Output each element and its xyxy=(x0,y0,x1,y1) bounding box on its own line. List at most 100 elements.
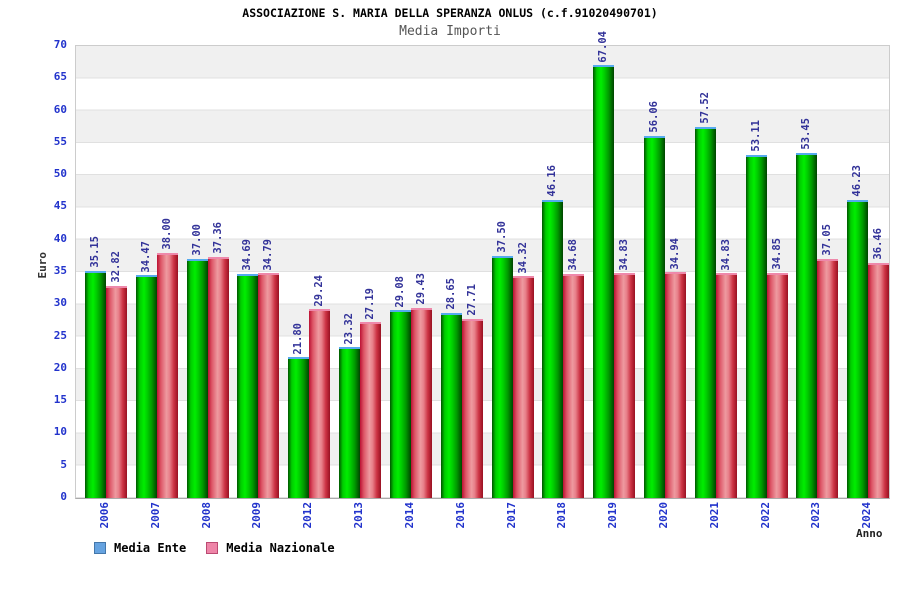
bar-media-ente xyxy=(389,310,411,498)
bar-value-label: 46.16 xyxy=(546,165,559,197)
bar-value-label: 34.69 xyxy=(241,239,254,272)
bar-media-ente xyxy=(542,199,564,498)
bar-value-label: 29.43 xyxy=(414,273,427,305)
bar-value-label: 21.80 xyxy=(292,322,305,355)
chart-subtitle: Media Importi xyxy=(399,24,501,39)
x-axis-title: Anno xyxy=(856,527,883,540)
bar-media-nazionale xyxy=(410,307,432,498)
y-tick-label: 15 xyxy=(53,393,67,407)
y-tick-label: 40 xyxy=(53,231,67,245)
y-tick-label: 0 xyxy=(60,490,67,503)
bar-media-nazionale xyxy=(309,309,331,498)
bar-value-label: 34.32 xyxy=(516,241,529,274)
bar-value-label: 67.04 xyxy=(597,30,610,63)
x-tick-label: 2019 xyxy=(606,502,620,529)
bar-media-ente xyxy=(440,313,462,498)
bar-media-nazionale xyxy=(715,273,737,498)
bar-value-label: 53.11 xyxy=(749,120,762,153)
x-tick-label: 2009 xyxy=(250,502,264,529)
bar-value-label: 57.52 xyxy=(698,91,711,124)
bar-value-label: 53.45 xyxy=(800,118,813,150)
bar-media-ente xyxy=(847,199,869,498)
bar-value-label: 34.79 xyxy=(262,238,275,271)
legend-label-media-ente: Media Ente xyxy=(114,541,187,555)
x-tick-label: 2012 xyxy=(301,502,315,529)
x-tick-label: 2022 xyxy=(758,502,772,529)
bar-value-label: 27.71 xyxy=(465,284,478,317)
bar-value-label: 27.19 xyxy=(364,287,377,320)
bar-media-ente xyxy=(694,126,716,498)
y-tick-label: 25 xyxy=(53,328,67,342)
legend: Media Ente Media Nazionale xyxy=(94,541,347,555)
bar-media-nazionale xyxy=(766,272,788,498)
bar-media-nazionale xyxy=(258,273,280,498)
bar-media-nazionale xyxy=(461,319,483,498)
media-nazionale-swatch-icon xyxy=(206,542,219,554)
bar-value-label: 46.23 xyxy=(851,164,864,197)
y-tick-label: 5 xyxy=(60,457,67,471)
x-tick-label: 2021 xyxy=(707,502,721,529)
bar-value-label: 36.46 xyxy=(872,227,885,260)
x-tick-label: 2017 xyxy=(504,502,518,529)
y-tick-label: 30 xyxy=(53,296,67,310)
y-tick-label: 60 xyxy=(53,102,67,116)
bar-value-label: 28.65 xyxy=(444,278,457,311)
bar-media-ente xyxy=(237,274,259,498)
x-tick-label: 2018 xyxy=(555,502,569,529)
bar-value-label: 38.00 xyxy=(160,218,173,250)
bar-value-label: 37.50 xyxy=(495,221,508,253)
media-ente-swatch-icon xyxy=(94,542,106,554)
bar-media-ente xyxy=(339,347,361,498)
bar-media-ente xyxy=(796,152,818,498)
bar-value-label: 29.08 xyxy=(393,275,406,308)
x-tick-label: 2023 xyxy=(809,502,823,529)
bar-media-ente xyxy=(643,136,665,498)
legend-item-media-ente: Media Ente xyxy=(94,541,186,555)
bar-media-nazionale xyxy=(360,322,382,498)
bar-media-ente xyxy=(85,271,106,498)
y-tick-label: 20 xyxy=(53,360,67,374)
bar-value-label: 34.94 xyxy=(668,237,681,270)
x-tick-label: 2024 xyxy=(860,502,874,529)
bar-media-nazionale xyxy=(664,272,686,498)
bar-media-nazionale xyxy=(207,256,229,498)
bar-media-nazionale xyxy=(817,258,839,498)
x-tick-label: 2008 xyxy=(199,502,213,529)
bar-value-label: 34.85 xyxy=(770,238,783,270)
x-tick-label: 2007 xyxy=(148,502,162,529)
chart-title: ASSOCIAZIONE S. MARIA DELLA SPERANZA ONL… xyxy=(242,6,658,20)
bar-value-label: 34.83 xyxy=(618,238,631,271)
x-tick-label: 2006 xyxy=(98,502,111,529)
y-tick-label: 35 xyxy=(53,264,67,277)
bar-value-label: 37.00 xyxy=(190,224,203,257)
bar-value-label: 23.32 xyxy=(343,312,356,345)
legend-item-media-nazionale: Media Nazionale xyxy=(206,541,335,555)
bar-value-label: 29.24 xyxy=(313,274,326,307)
legend-label-media-nazionale: Media Nazionale xyxy=(226,541,335,555)
bar-value-label: 37.05 xyxy=(821,224,834,256)
x-tick-label: 2020 xyxy=(656,502,670,529)
x-tick-label: 2013 xyxy=(352,502,366,529)
bar-value-label: 34.68 xyxy=(567,239,580,272)
x-tick-label: 2014 xyxy=(402,502,416,529)
y-tick-label: 55 xyxy=(53,134,67,148)
bar-media-ente xyxy=(186,259,208,498)
y-tick-label: 10 xyxy=(53,425,67,439)
bar-value-label: 35.15 xyxy=(89,236,101,269)
bar-value-label: 34.47 xyxy=(139,240,152,273)
bar-media-nazionale xyxy=(614,273,636,498)
bar-media-nazionale xyxy=(512,276,534,498)
bar-value-label: 34.83 xyxy=(719,238,732,271)
y-tick-label: 65 xyxy=(53,70,67,84)
plot-area: 35.15 32.82 34.47 38.00 37.00 37.36 34.69 34.79… xyxy=(75,31,890,499)
bar-media-nazionale xyxy=(868,262,890,498)
bar-media-ente xyxy=(593,65,615,498)
x-tick-label: 2016 xyxy=(453,502,467,529)
bar-media-ente xyxy=(288,357,310,498)
bar-value-label: 32.82 xyxy=(110,251,122,284)
bar-value-label: 37.36 xyxy=(211,222,224,254)
bar-media-nazionale xyxy=(156,252,178,498)
bar-media-ente xyxy=(135,275,157,498)
bar-value-label: 56.06 xyxy=(647,101,660,134)
